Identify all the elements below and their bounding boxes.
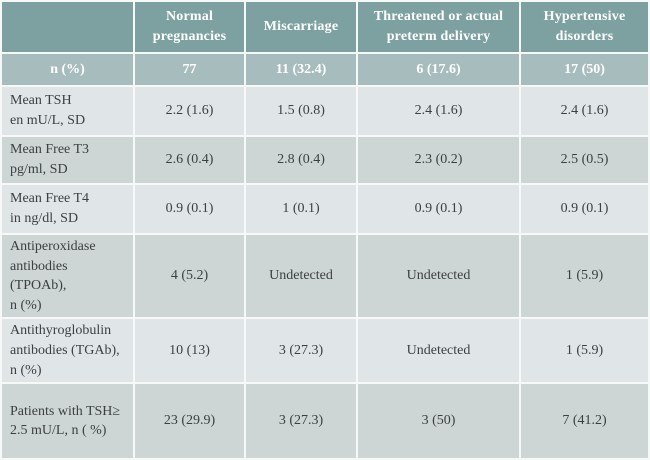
table-row-tgab: Antithyroglobulin antibodies (TGAb), n (… xyxy=(2,319,648,383)
table-cell: 2.2 (1.6) xyxy=(135,87,244,135)
table-cell: 2.4 (1.6) xyxy=(358,87,519,135)
column-header-miscarriage: Miscarriage xyxy=(246,2,356,52)
table-row-mean-tsh: Mean TSH en mU/L, SD 2.2 (1.6) 1.5 (0.8)… xyxy=(2,87,648,135)
table-cell: 3 (50) xyxy=(358,384,519,459)
table-cell: 1 (5.9) xyxy=(521,235,648,318)
row-label: Antithyroglobulin antibodies (TGAb), n (… xyxy=(2,319,133,383)
row-label: Mean TSH en mU/L, SD xyxy=(2,87,133,135)
table-row-tpoab: Antiperoxidase antibodies (TPOAb), n (%)… xyxy=(2,235,648,318)
table-row-tsh-above-2-5: Patients with TSH≥ 2.5 mU/L, n ( %) 23 (… xyxy=(2,384,648,459)
table-cell: 6 (17.6) xyxy=(358,54,519,85)
table-cell: 2.8 (0.4) xyxy=(246,137,356,183)
column-header-preterm-delivery: Threatened or actual preterm delivery xyxy=(358,2,519,52)
table-cell: 23 (29.9) xyxy=(135,384,244,459)
table-cell: Undetected xyxy=(246,235,356,318)
table-row-mean-free-t4: Mean Free T4 in ng/dl, SD 0.9 (0.1) 1 (0… xyxy=(2,185,648,233)
row-label: n (%) xyxy=(2,54,133,85)
table-cell: 0.9 (0.1) xyxy=(358,185,519,233)
table-cell: 1 (0.1) xyxy=(246,185,356,233)
row-label: Antiperoxidase antibodies (TPOAb), n (%) xyxy=(2,235,133,318)
table-cell: 2.6 (0.4) xyxy=(135,137,244,183)
table-row-mean-free-t3: Mean Free T3 pg/ml, SD 2.6 (0.4) 2.8 (0.… xyxy=(2,137,648,183)
table-cell: 2.3 (0.2) xyxy=(358,137,519,183)
table-cell: 11 (32.4) xyxy=(246,54,356,85)
table-cell: 0.9 (0.1) xyxy=(135,185,244,233)
table-cell: 1.5 (0.8) xyxy=(246,87,356,135)
table-header-row: Normal pregnancies Miscarriage Threatene… xyxy=(2,2,648,52)
table-cell: 2.5 (0.5) xyxy=(521,137,648,183)
row-label: Mean Free T3 pg/ml, SD xyxy=(2,137,133,183)
table-cell: Undetected xyxy=(358,235,519,318)
column-header-hypertensive-disorders: Hypertensive disorders xyxy=(521,2,648,52)
table-cell: 2.4 (1.6) xyxy=(521,87,648,135)
row-label: Patients with TSH≥ 2.5 mU/L, n ( %) xyxy=(2,384,133,459)
table-cell: 1 (5.9) xyxy=(521,319,648,383)
row-label: Mean Free T4 in ng/dl, SD xyxy=(2,185,133,233)
table-cell: 77 xyxy=(135,54,244,85)
table-cell: 4 (5.2) xyxy=(135,235,244,318)
table-cell: 7 (41.2) xyxy=(521,384,648,459)
table-cell: 0.9 (0.1) xyxy=(521,185,648,233)
column-header-normal-pregnancies: Normal pregnancies xyxy=(135,2,244,52)
column-header-empty xyxy=(2,2,133,52)
table-cell: Undetected xyxy=(358,319,519,383)
table-cell: 17 (50) xyxy=(521,54,648,85)
table-row-n-percent: n (%) 77 11 (32.4) 6 (17.6) 17 (50) xyxy=(2,54,648,85)
table-cell: 10 (13) xyxy=(135,319,244,383)
table-cell: 3 (27.3) xyxy=(246,319,356,383)
table-cell: 3 (27.3) xyxy=(246,384,356,459)
